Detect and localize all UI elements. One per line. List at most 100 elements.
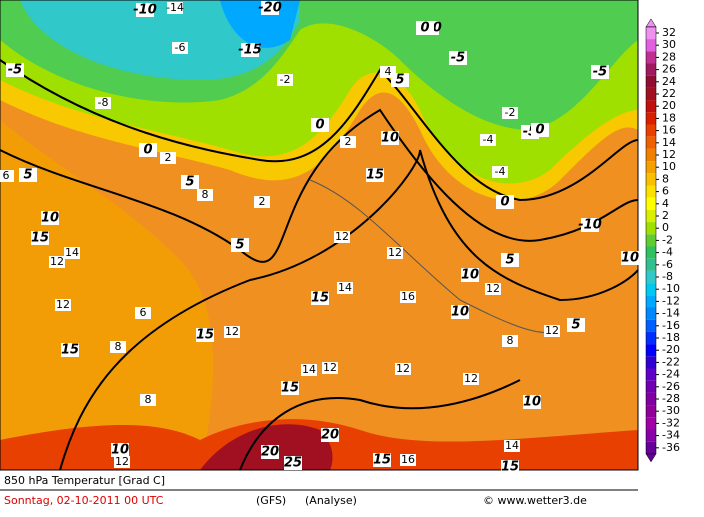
label-box	[321, 428, 339, 442]
colorbar-cell	[646, 417, 656, 430]
colorbar-cell	[646, 136, 656, 149]
value-label: 2	[259, 195, 266, 208]
map	[0, 0, 639, 471]
colorbar-label: 18	[662, 111, 676, 124]
label-box	[6, 63, 24, 77]
label-box	[160, 152, 176, 164]
value-label: 14	[338, 281, 352, 294]
colorbar-label: 26	[662, 63, 676, 76]
colorbar-cell	[646, 246, 656, 259]
colorbar-cell	[646, 185, 656, 198]
label-box	[502, 107, 518, 119]
colorbar-label: -12	[662, 294, 680, 307]
colorbar-cell	[646, 392, 656, 406]
label-box	[387, 247, 403, 259]
contour-label: -15	[238, 43, 262, 58]
value-label: 2	[165, 151, 172, 164]
colorbar-cell	[646, 441, 656, 454]
label-box	[400, 291, 416, 303]
contour-label: -5	[593, 65, 607, 80]
colorbar-label: -34	[662, 429, 680, 442]
colorbar-frame	[645, 26, 657, 455]
label-box	[591, 65, 609, 79]
map-title: 850 hPa Temperatur [Grad C]	[4, 474, 165, 487]
colorbar-cell	[646, 344, 656, 357]
value-label: 12	[464, 372, 478, 385]
colorbar-label: -32	[662, 416, 680, 429]
label-box	[231, 238, 249, 252]
value-label: -6	[175, 41, 186, 54]
value-label: 8	[202, 188, 209, 201]
contour-label: 5	[571, 318, 580, 333]
label-box	[41, 211, 59, 225]
label-box	[463, 373, 479, 385]
contour-label: 0	[420, 21, 429, 36]
label-box	[567, 318, 585, 332]
colorbar-cell	[646, 173, 656, 186]
value-label: -4	[495, 165, 506, 178]
label-box	[172, 42, 188, 54]
run: (Analyse)	[305, 494, 357, 507]
label-box	[322, 362, 338, 374]
colorbar-cell	[646, 124, 656, 137]
value-label: -8	[98, 96, 109, 109]
colorbar-cell	[646, 39, 656, 52]
colorbar-cell	[646, 75, 656, 88]
colorbar-label: 22	[662, 87, 676, 100]
colorbar-label: -20	[662, 343, 680, 356]
colorbar-label: 28	[662, 50, 676, 63]
value-label: -14	[166, 1, 184, 14]
label-box	[485, 283, 501, 295]
colorbar-cell	[646, 87, 656, 101]
value-label: 12	[396, 362, 410, 375]
value-label: 14	[302, 363, 316, 376]
contour-label: 5	[395, 73, 404, 88]
value-label: 12	[323, 361, 337, 374]
label-box	[451, 305, 469, 319]
contour-label: 15	[281, 381, 299, 396]
label-box	[311, 291, 329, 305]
label-box	[492, 166, 508, 178]
colorbar-label: 20	[662, 99, 676, 112]
label-box	[449, 51, 467, 65]
label-box	[254, 196, 270, 208]
colorbar-cell	[646, 258, 656, 271]
colorbar-label: 16	[662, 124, 676, 137]
label-box	[95, 97, 111, 109]
contour-label: 15	[196, 328, 214, 343]
label-box	[167, 2, 183, 14]
colorbar-label: -14	[662, 307, 680, 320]
colorbar-cell	[646, 429, 656, 442]
colorbar-cell	[646, 368, 656, 381]
colorbar-cell	[646, 331, 656, 345]
value-label: 16	[401, 290, 415, 303]
label-box	[502, 335, 518, 347]
label-box	[110, 341, 126, 353]
colorbar-cell	[646, 26, 656, 40]
label-box	[301, 364, 317, 376]
label-box	[621, 251, 639, 265]
contour-label: 0	[535, 123, 544, 138]
colorbar-cell	[646, 222, 656, 235]
value-label: 14	[505, 439, 519, 452]
label-box	[501, 253, 519, 267]
colorbar-label: 6	[662, 185, 669, 198]
colorbar-cell	[646, 51, 656, 64]
value-label: 8	[115, 340, 122, 353]
contour-label: -10	[578, 218, 602, 233]
label-box	[114, 456, 130, 468]
value-label: -4	[483, 133, 494, 146]
colorbar-label: 12	[662, 148, 676, 161]
colorbar-label: -24	[662, 368, 680, 381]
label-box	[136, 3, 154, 17]
contour-label: 15	[61, 343, 79, 358]
label-box	[400, 454, 416, 466]
contour-label: 10	[461, 268, 479, 283]
contour-label: 15	[366, 168, 384, 183]
colorbar-label: 24	[662, 75, 676, 88]
colorbar-cell	[646, 197, 656, 210]
contour-label: 15	[373, 453, 391, 468]
colorbar-cell	[646, 148, 656, 162]
colorbar-cell	[646, 295, 656, 308]
contour-label: 0	[143, 143, 152, 158]
